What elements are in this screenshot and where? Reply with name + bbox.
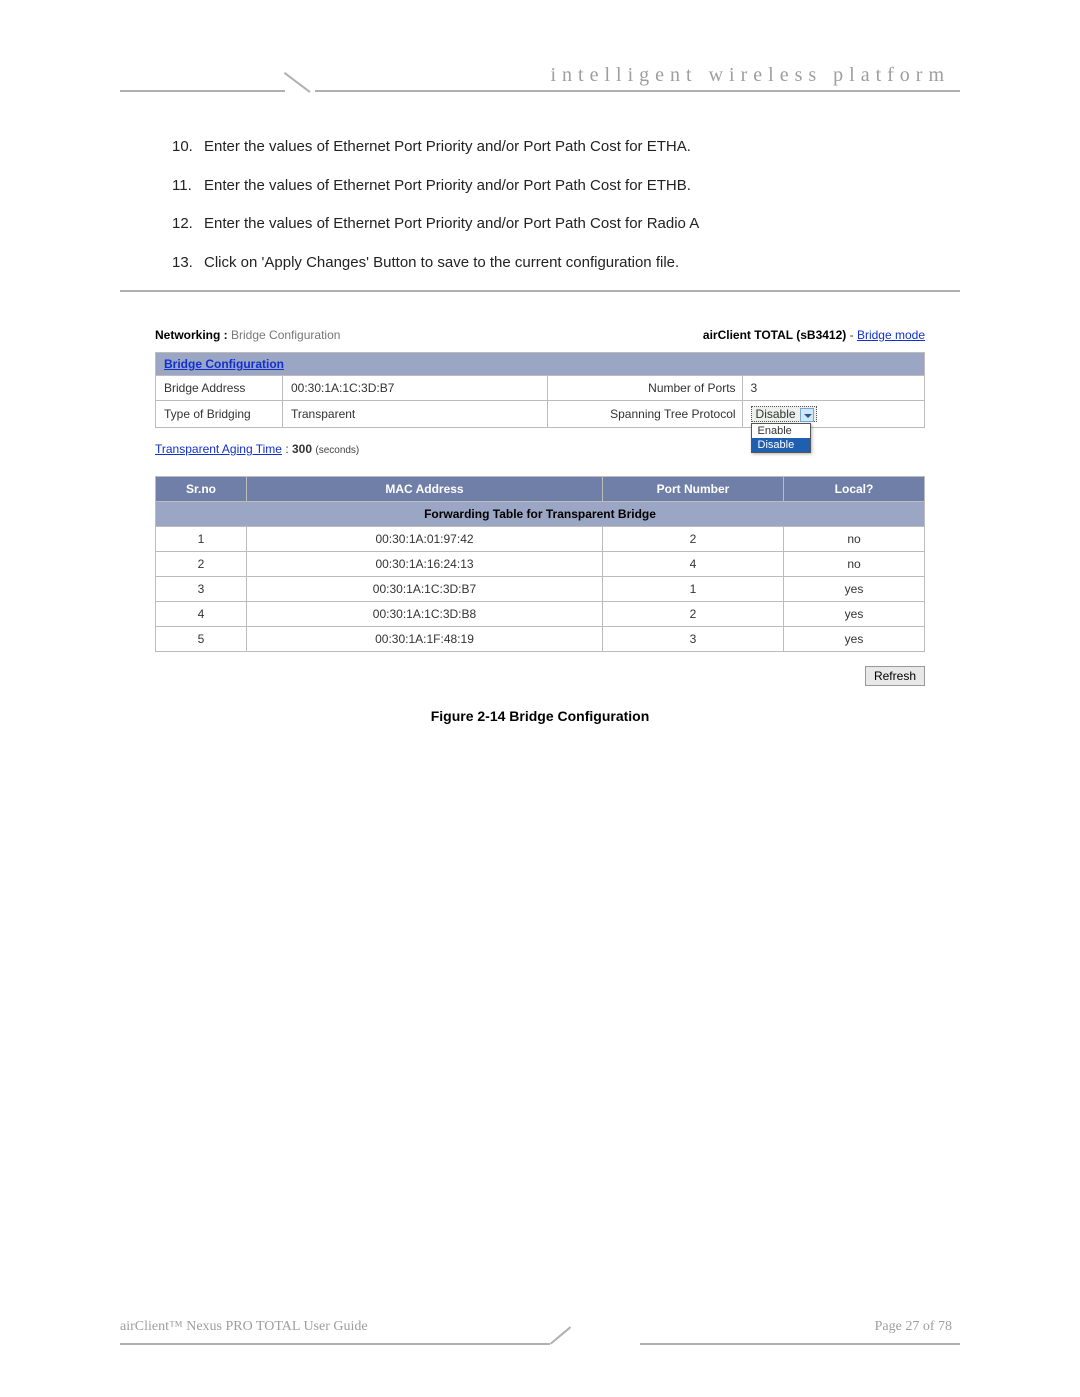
- header-rule-left: [120, 90, 285, 92]
- stp-select[interactable]: Disable: [751, 406, 817, 422]
- stp-cell: Disable Enable Disable: [742, 401, 924, 428]
- cell-srno: 1: [156, 527, 247, 552]
- bridge-config-screenshot: Networking : Bridge Configuration airCli…: [120, 328, 960, 724]
- col-mac: MAC Address: [247, 477, 603, 502]
- instruction-number: 12.: [172, 213, 204, 236]
- screenshot-header: Networking : Bridge Configuration airCli…: [155, 328, 925, 342]
- stp-label: Spanning Tree Protocol: [547, 401, 742, 428]
- footer-rule-right: [640, 1343, 960, 1345]
- bridge-config-table: Bridge Configuration Bridge Address 00:3…: [155, 352, 925, 428]
- cell-local: yes: [784, 627, 925, 652]
- table-row: 5 00:30:1A:1F:48:19 3 yes: [156, 627, 925, 652]
- bridge-mode-link[interactable]: Bridge mode: [857, 328, 925, 342]
- table-row: 4 00:30:1A:1C:3D:B8 2 yes: [156, 602, 925, 627]
- device-name: airClient TOTAL (sB3412): [703, 328, 846, 342]
- aging-colon: :: [285, 442, 292, 456]
- cell-mac: 00:30:1A:1F:48:19: [247, 627, 603, 652]
- table-row: Bridge Address 00:30:1A:1C:3D:B7 Number …: [156, 376, 925, 401]
- instruction-number: 10.: [172, 136, 204, 159]
- instruction-number: 13.: [172, 252, 204, 275]
- aging-value: 300: [292, 442, 312, 456]
- cell-port: 2: [603, 602, 784, 627]
- chevron-down-icon: [800, 408, 814, 422]
- table-row: Type of Bridging Transparent Spanning Tr…: [156, 401, 925, 428]
- instruction-list: 10. Enter the values of Ethernet Port Pr…: [120, 136, 960, 274]
- col-srno: Sr.no: [156, 477, 247, 502]
- page-footer: airClient™ Nexus PRO TOTAL User Guide Pa…: [120, 1321, 960, 1349]
- instruction-number: 11.: [172, 175, 204, 198]
- table-row: 3 00:30:1A:1C:3D:B7 1 yes: [156, 577, 925, 602]
- cell-local: yes: [784, 577, 925, 602]
- stp-select-wrap: Disable Enable Disable: [751, 406, 817, 422]
- cell-mac: 00:30:1A:01:97:42: [247, 527, 603, 552]
- forwarding-table-title: Forwarding Table for Transparent Bridge: [156, 502, 925, 527]
- instruction-text: Enter the values of Ethernet Port Priori…: [204, 175, 691, 198]
- document-page: intelligent wireless platform 10. Enter …: [0, 0, 1080, 1397]
- breadcrumb-page: Bridge Configuration: [231, 328, 340, 342]
- cell-mac: 00:30:1A:1C:3D:B7: [247, 577, 603, 602]
- device-label: airClient TOTAL (sB3412) - Bridge mode: [703, 328, 925, 342]
- num-ports-label: Number of Ports: [547, 376, 742, 401]
- stp-option-enable[interactable]: Enable: [752, 424, 810, 438]
- section-divider: [120, 290, 960, 292]
- stp-dropdown: Enable Disable: [751, 423, 811, 453]
- figure-caption: Figure 2-14 Bridge Configuration: [155, 708, 925, 724]
- forwarding-table-header: Sr.no MAC Address Port Number Local?: [156, 477, 925, 502]
- cell-port: 4: [603, 552, 784, 577]
- cell-mac: 00:30:1A:16:24:13: [247, 552, 603, 577]
- instruction-item: 12. Enter the values of Ethernet Port Pr…: [172, 213, 960, 236]
- bridging-type-label: Type of Bridging: [156, 401, 283, 428]
- stp-select-value: Disable: [756, 407, 796, 421]
- cell-mac: 00:30:1A:1C:3D:B8: [247, 602, 603, 627]
- forwarding-table: Forwarding Table for Transparent Bridge …: [155, 476, 925, 652]
- cell-port: 3: [603, 627, 784, 652]
- breadcrumb-section: Networking :: [155, 328, 228, 342]
- cell-srno: 2: [156, 552, 247, 577]
- cell-port: 1: [603, 577, 784, 602]
- instruction-item: 10. Enter the values of Ethernet Port Pr…: [172, 136, 960, 159]
- bridge-address-value: 00:30:1A:1C:3D:B7: [283, 376, 548, 401]
- refresh-button[interactable]: Refresh: [865, 666, 925, 686]
- refresh-row: Refresh: [155, 666, 925, 686]
- header-rule-right: [315, 90, 960, 92]
- num-ports-value: 3: [742, 376, 924, 401]
- instruction-text: Enter the values of Ethernet Port Priori…: [204, 136, 691, 159]
- footer-page-number: Page 27 of 78: [875, 1319, 952, 1335]
- bridging-type-value: Transparent: [283, 401, 548, 428]
- bridge-config-title-text: Bridge Configuration: [164, 357, 284, 371]
- col-local: Local?: [784, 477, 925, 502]
- footer-rule-left: [120, 1343, 550, 1345]
- bridge-config-title[interactable]: Bridge Configuration: [156, 353, 925, 376]
- cell-srno: 4: [156, 602, 247, 627]
- cell-local: no: [784, 552, 925, 577]
- instruction-item: 13. Click on 'Apply Changes' Button to s…: [172, 252, 960, 275]
- cell-local: yes: [784, 602, 925, 627]
- header-rule-diag: [285, 72, 315, 92]
- instruction-text: Click on 'Apply Changes' Button to save …: [204, 252, 679, 275]
- breadcrumb: Networking : Bridge Configuration: [155, 328, 340, 342]
- table-row: 1 00:30:1A:01:97:42 2 no: [156, 527, 925, 552]
- aging-time-link[interactable]: Transparent Aging Time: [155, 442, 282, 456]
- footer-title: airClient™ Nexus PRO TOTAL User Guide: [120, 1319, 368, 1335]
- table-row: 2 00:30:1A:16:24:13 4 no: [156, 552, 925, 577]
- stp-option-disable[interactable]: Disable: [752, 438, 810, 452]
- aging-unit: (seconds): [315, 445, 359, 456]
- device-sep: -: [850, 328, 857, 342]
- header-tagline: intelligent wireless platform: [551, 64, 951, 87]
- page-header: intelligent wireless platform: [120, 70, 960, 96]
- instruction-item: 11. Enter the values of Ethernet Port Pr…: [172, 175, 960, 198]
- instruction-text: Enter the values of Ethernet Port Priori…: [204, 213, 699, 236]
- cell-srno: 5: [156, 627, 247, 652]
- cell-port: 2: [603, 527, 784, 552]
- cell-srno: 3: [156, 577, 247, 602]
- footer-rule-diag: [550, 1326, 580, 1346]
- col-port: Port Number: [603, 477, 784, 502]
- cell-local: no: [784, 527, 925, 552]
- bridge-address-label: Bridge Address: [156, 376, 283, 401]
